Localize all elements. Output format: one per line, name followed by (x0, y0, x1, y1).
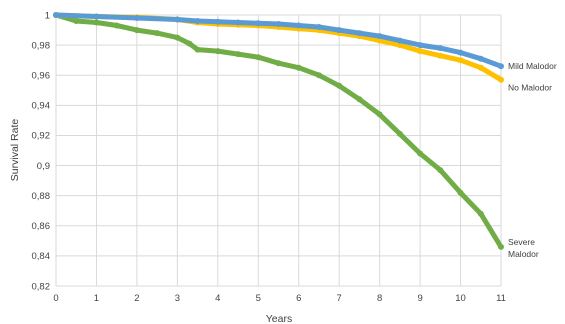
y-tick-label: 0,9 (37, 161, 50, 172)
x-tick-label: 9 (417, 293, 422, 304)
data-point (53, 12, 59, 18)
data-point (316, 72, 322, 79)
data-point (255, 20, 262, 27)
data-point (275, 21, 282, 27)
data-point (113, 22, 120, 29)
data-point (417, 48, 424, 55)
data-point (133, 27, 140, 34)
data-point (437, 45, 444, 52)
x-tick-label: 10 (455, 293, 466, 304)
data-point (498, 76, 504, 83)
x-tick-labels: 0 1 2 3 4 5 6 7 8 9 10 11 (53, 293, 506, 304)
data-point (214, 48, 221, 55)
data-point (437, 52, 444, 59)
y-tick-labels: 0,82 0,84 0,86 0,88 0,9 0,92 0,94 0,96 0,98 1 (32, 10, 51, 292)
data-point (457, 57, 464, 64)
x-tick-label: 5 (256, 293, 261, 304)
data-point (186, 40, 193, 47)
series-label: Severe Malodor (508, 237, 539, 259)
x-tick-label: 6 (296, 293, 301, 304)
data-point (396, 130, 403, 137)
x-tick-label: 3 (175, 293, 180, 304)
x-axis-title: Years (266, 313, 292, 324)
series-line (53, 12, 504, 250)
data-point (477, 64, 484, 71)
data-point (295, 64, 302, 71)
data-point (133, 15, 140, 21)
gridlines (55, 14, 502, 287)
data-point (376, 111, 383, 118)
data-point (336, 27, 343, 34)
data-point (417, 42, 424, 49)
x-tick-label: 8 (377, 293, 382, 304)
data-point (194, 18, 201, 24)
y-tick-label: 0,84 (32, 251, 51, 262)
data-point (174, 16, 181, 23)
data-point (396, 42, 403, 49)
series-label: No Malodor (508, 83, 552, 93)
y-tick-label: 0,96 (32, 71, 51, 82)
y-tick-label: 1 (45, 10, 50, 21)
series-label: Mild Malodor (508, 61, 557, 71)
y-tick-label: 0,94 (32, 101, 51, 112)
x-tick-label: 2 (134, 293, 139, 304)
x-tick-label: 0 (53, 293, 58, 304)
data-point (316, 24, 322, 30)
data-point (477, 210, 484, 217)
y-tick-label: 0,86 (32, 221, 51, 232)
data-point (417, 150, 424, 157)
data-point (255, 54, 262, 61)
data-point (93, 19, 100, 26)
series-layer (53, 12, 504, 250)
data-point (376, 37, 383, 44)
x-tick-label: 11 (496, 293, 506, 304)
y-axis-title: Survival Rate (9, 119, 21, 182)
data-point (437, 167, 444, 174)
data-point (477, 55, 484, 62)
data-point (498, 63, 504, 70)
series-labels: Mild Malodor No Malodor Severe Malodor (508, 61, 557, 259)
data-point (336, 82, 343, 89)
data-point (295, 22, 302, 29)
data-point (396, 37, 403, 44)
data-point (457, 49, 464, 56)
data-point (174, 34, 181, 41)
data-point (356, 30, 363, 37)
data-point (498, 243, 504, 250)
y-tick-label: 0,92 (32, 131, 51, 142)
data-point (235, 19, 241, 26)
data-point (457, 189, 464, 196)
data-point (194, 46, 201, 53)
y-tick-label: 0,98 (32, 40, 51, 51)
x-tick-label: 7 (337, 293, 342, 304)
y-tick-label: 0,88 (32, 191, 51, 202)
data-point (356, 96, 363, 103)
series-line (53, 12, 504, 69)
data-point (93, 13, 100, 20)
series-mild-malodor (53, 12, 504, 70)
data-point (235, 51, 241, 58)
y-tick-label: 0,82 (32, 281, 51, 292)
x-tick-label: 4 (215, 293, 220, 304)
data-point (376, 33, 383, 40)
data-point (73, 18, 80, 24)
x-tick-label: 1 (94, 293, 99, 304)
data-point (275, 60, 282, 67)
series-severe-malodor (53, 12, 504, 250)
data-point (214, 18, 221, 25)
data-point (154, 30, 161, 37)
